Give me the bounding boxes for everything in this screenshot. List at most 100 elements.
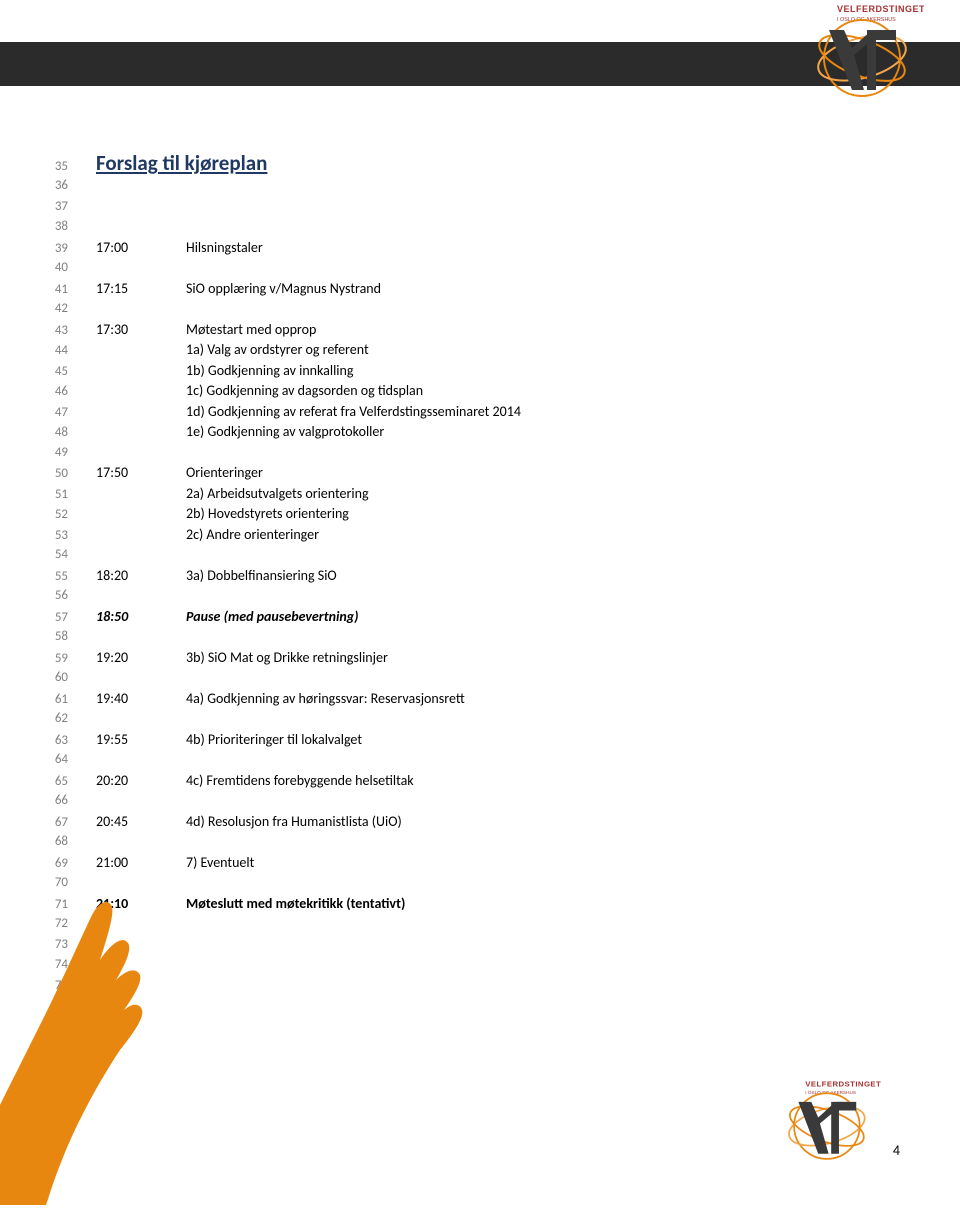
doc-line: 62 (40, 709, 900, 730)
doc-line: 65 20:204c) Fremtidens forebyggende helse… (40, 771, 900, 792)
agenda-time: 18:20 (96, 566, 186, 587)
line-number: 68 (40, 832, 72, 853)
doc-line: 60 (40, 668, 900, 689)
document-content: 35Forslag til kjøreplan3637383917:00Hils… (40, 150, 900, 996)
doc-line: 51 2a) Arbeidsutvalgets orientering (40, 484, 900, 505)
agenda-subitem: 1b) Godkjenning av innkalling (96, 361, 353, 382)
agenda-time: 18:50 (96, 607, 186, 628)
doc-line: 35Forslag til kjøreplan (40, 150, 900, 176)
line-number: 56 (40, 586, 72, 607)
doc-line: 3917:00Hilsningstaler (40, 238, 900, 259)
agenda-time: 19:55 (96, 730, 186, 751)
line-number: 43 (40, 321, 72, 342)
agenda-time: 17:50 (96, 463, 186, 484)
line-number: 64 (40, 750, 72, 771)
doc-line: 55 18:203a) Dobbelfinansiering SiO (40, 566, 900, 587)
doc-line: 69 21:007) Eventuelt (40, 853, 900, 874)
doc-line: 68 (40, 832, 900, 853)
agenda-subitem: 1d) Godkjenning av referat fra Velferdst… (96, 402, 521, 423)
doc-line: 50 17:50Orienteringer (40, 463, 900, 484)
agenda-subitem: 2b) Hovedstyrets orientering (96, 504, 349, 525)
agenda-text: 3b) SiO Mat og Drikke retningslinjer (186, 648, 388, 669)
line-number: 57 (40, 608, 72, 629)
doc-line: 42 (40, 299, 900, 320)
line-number: 45 (40, 362, 72, 383)
line-number: 53 (40, 526, 72, 547)
line-number: 50 (40, 464, 72, 485)
agenda-text: 4a) Godkjenning av høringssvar: Reservas… (186, 689, 465, 710)
line-number: 38 (40, 217, 72, 238)
line-number: 48 (40, 423, 72, 444)
line-number: 52 (40, 505, 72, 526)
doc-line: 40 (40, 258, 900, 279)
vt-logo-icon: VELFERDSTINGET I OSLO OG AKERSHUS (732, 1076, 882, 1171)
logo-brand-text: VELFERDSTINGET (805, 1079, 881, 1088)
line-number: 42 (40, 299, 72, 320)
doc-line: 64 (40, 750, 900, 771)
agenda-subitem: 1a) Valg av ordstyrer og referent (96, 340, 369, 361)
doc-line: 43 17:30Møtestart med opprop (40, 320, 900, 341)
doc-line: 45 1b) Godkjenning av innkalling (40, 361, 900, 382)
line-number: 37 (40, 197, 72, 218)
agenda-text: SiO opplæring v/Magnus Nystrand (186, 279, 381, 300)
line-number: 41 (40, 280, 72, 301)
agenda-text: Pause (med pausebevertning) (186, 607, 359, 628)
line-number: 46 (40, 382, 72, 403)
doc-line: 66 (40, 791, 900, 812)
agenda-text: Orienteringer (186, 463, 263, 484)
doc-line: 53 2c) Andre orienteringer (40, 525, 900, 546)
agenda-subitem: 1c) Godkjenning av dagsorden og tidsplan (96, 381, 423, 402)
doc-line: 481e) Godkjenning av valgprotokoller (40, 422, 900, 443)
doc-line: 41 17:15SiO opplæring v/Magnus Nystrand (40, 279, 900, 300)
doc-line: 37 (40, 197, 900, 218)
logo-top: VELFERDSTINGET I OSLO OG AKERSHUS (754, 0, 924, 110)
agenda-time: 20:20 (96, 771, 186, 792)
line-number: 51 (40, 485, 72, 506)
doc-line: 67 20:454d) Resolusjon fra Humanistlista … (40, 812, 900, 833)
doc-line: 5919:203b) SiO Mat og Drikke retningslin… (40, 648, 900, 669)
page-number: 4 (893, 1142, 900, 1159)
line-number: 54 (40, 545, 72, 566)
line-number: 58 (40, 627, 72, 648)
agenda-text: 4c) Fremtidens forebyggende helsetiltak (186, 771, 414, 792)
agenda-subitem: 2a) Arbeidsutvalgets orientering (96, 484, 369, 505)
line-number: 67 (40, 813, 72, 834)
line-number: 47 (40, 403, 72, 424)
agenda-time: 17:30 (96, 320, 186, 341)
doc-line: 54 (40, 545, 900, 566)
line-number: 61 (40, 690, 72, 711)
doc-line: 61 19:404a) Godkjenning av høringssvar: R… (40, 689, 900, 710)
doc-line: 63 19:554b) Prioriteringer til lokalvalge… (40, 730, 900, 751)
agenda-text: Hilsningstaler (186, 238, 263, 259)
agenda-time: 21:00 (96, 853, 186, 874)
agenda-time: 17:00 (96, 238, 186, 259)
line-number: 36 (40, 176, 72, 197)
line-number: 59 (40, 649, 72, 670)
agenda-time: 20:45 (96, 812, 186, 833)
line-number: 63 (40, 731, 72, 752)
line-number: 40 (40, 258, 72, 279)
doc-line: 441a) Valg av ordstyrer og referent (40, 340, 900, 361)
doc-line: 38 (40, 217, 900, 238)
agenda-subitem: 2c) Andre orienteringer (96, 525, 319, 546)
agenda-time: 19:40 (96, 689, 186, 710)
agenda-text: 4b) Prioriteringer til lokalvalget (186, 730, 362, 751)
doc-line: 56 (40, 586, 900, 607)
line-number: 65 (40, 772, 72, 793)
agenda-text: 7) Eventuelt (186, 853, 254, 874)
agenda-text: Møtestart med opprop (186, 320, 316, 341)
line-number: 60 (40, 668, 72, 689)
doc-line: 58 (40, 627, 900, 648)
agenda-time: 17:15 (96, 279, 186, 300)
doc-line: 47 1d) Godkjenning av referat fra Velferd… (40, 402, 900, 423)
line-number: 69 (40, 854, 72, 875)
vt-logo-icon: VELFERDSTINGET I OSLO OG AKERSHUS (754, 0, 924, 110)
line-number: 62 (40, 709, 72, 730)
doc-line: 36 (40, 176, 900, 197)
page-title: Forslag til kjøreplan (96, 150, 267, 176)
agenda-text: 4d) Resolusjon fra Humanistlista (UiO) (186, 812, 402, 833)
line-number: 55 (40, 567, 72, 588)
doc-line: 57 18:50Pause (med pausebevertning) (40, 607, 900, 628)
agenda-text: 3a) Dobbelfinansiering SiO (186, 566, 337, 587)
agenda-text: Møteslutt med møtekritikk (tentativt) (186, 894, 405, 915)
